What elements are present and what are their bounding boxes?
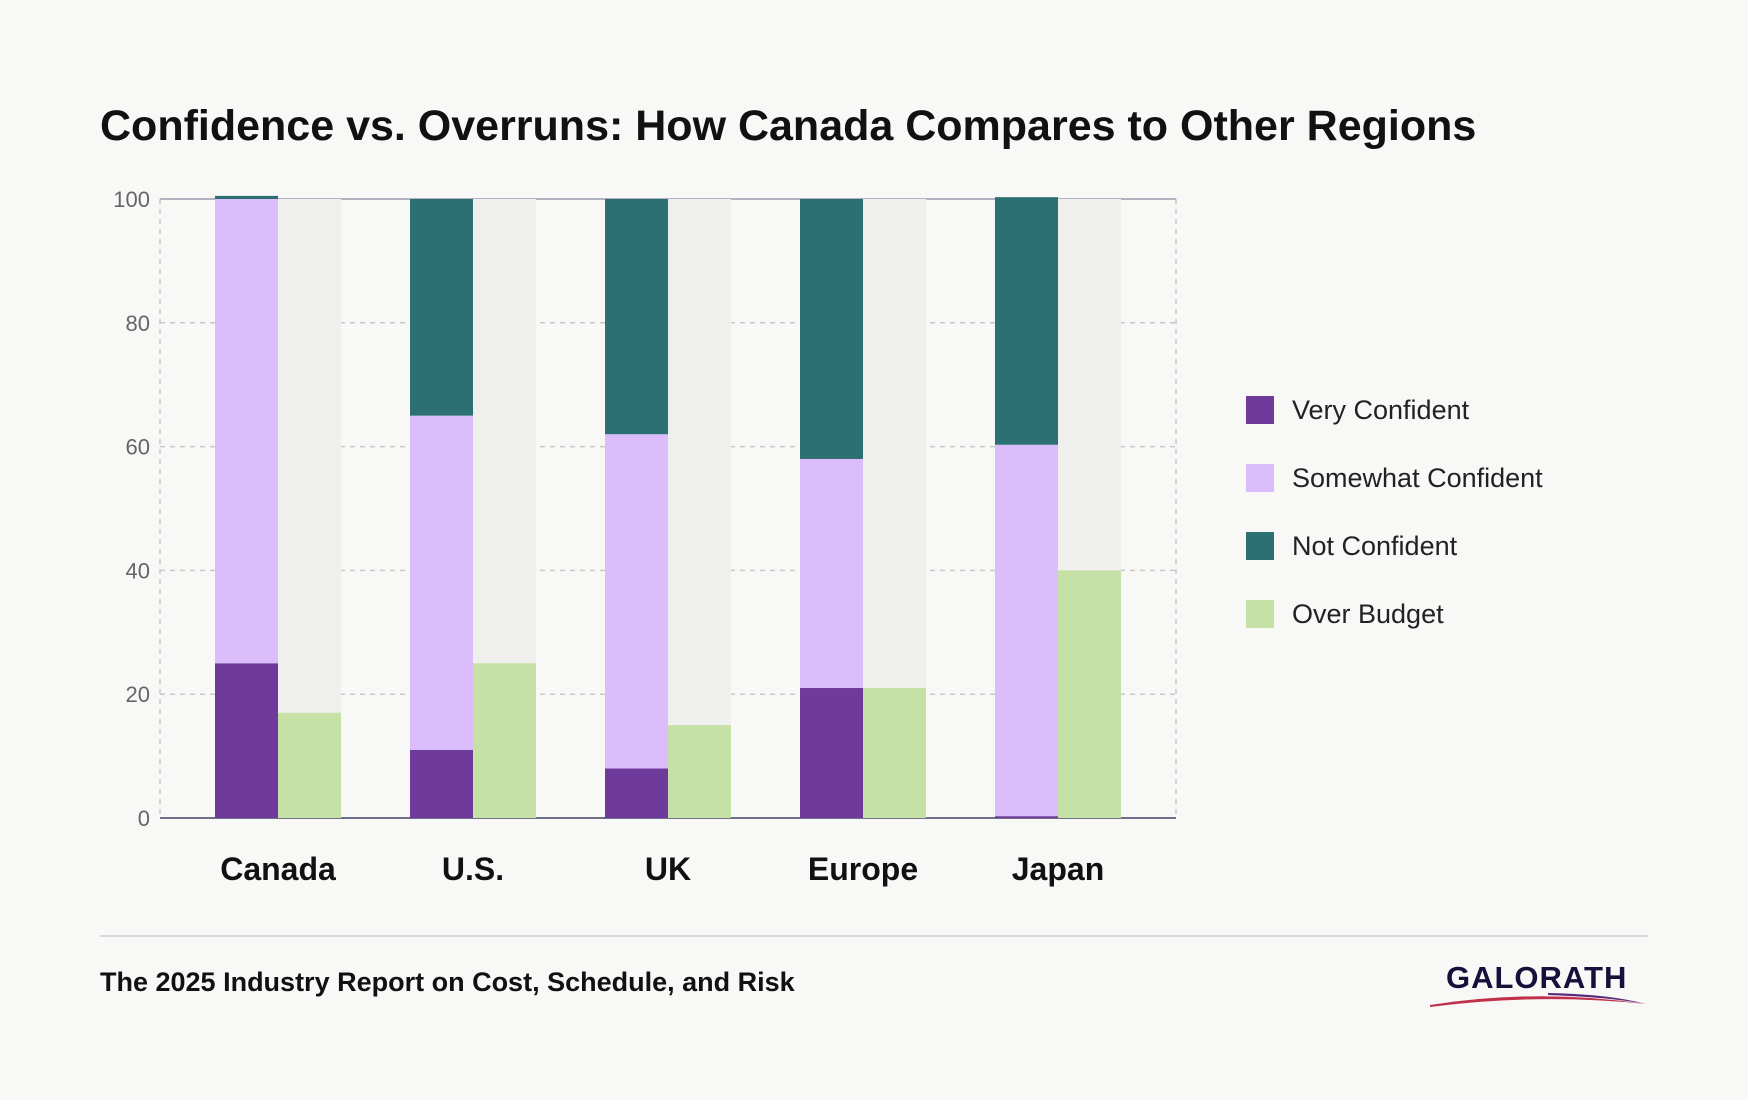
- bar-not-confident: [410, 199, 473, 416]
- bar-very-confident: [410, 749, 473, 818]
- y-tick-label: 20: [126, 682, 150, 707]
- bar-over-budget: [278, 712, 341, 818]
- legend-label: Over Budget: [1292, 598, 1444, 629]
- y-tick-label: 100: [113, 187, 150, 212]
- legend-swatch: [1246, 396, 1274, 424]
- bar-very-confident: [995, 816, 1058, 818]
- footer-text: The 2025 Industry Report on Cost, Schedu…: [100, 967, 795, 997]
- bar-background: [668, 199, 731, 818]
- legend-item-not-confident: Not Confident: [1246, 526, 1543, 566]
- bar-very-confident: [605, 768, 668, 818]
- bar-somewhat-confident: [995, 444, 1058, 817]
- y-tick-label: 40: [126, 558, 150, 583]
- bar-very-confident: [215, 663, 278, 818]
- galorath-logo: GALORATH: [1428, 960, 1648, 1020]
- legend-item-very-confident: Very Confident: [1246, 390, 1543, 430]
- legend-item-somewhat-confident: Somewhat Confident: [1246, 458, 1543, 498]
- x-category-label: Canada: [220, 851, 336, 887]
- bar-over-budget: [668, 725, 731, 818]
- legend-swatch: [1246, 532, 1274, 560]
- bars: [215, 195, 1121, 818]
- y-axis-ticks: 0 20 40 60 80 100: [113, 187, 150, 831]
- legend-swatch: [1246, 600, 1274, 628]
- bar-not-confident: [800, 199, 863, 459]
- y-tick-label: 60: [126, 435, 150, 460]
- y-tick-label: 0: [138, 806, 150, 831]
- bar-not-confident: [605, 199, 668, 435]
- chart-title: Confidence vs. Overruns: How Canada Comp…: [100, 102, 1477, 150]
- x-category-label: Europe: [808, 851, 918, 887]
- logo-swoosh-icon: [1430, 993, 1646, 1007]
- legend-item-over-budget: Over Budget: [1246, 594, 1543, 634]
- legend-label: Very Confident: [1292, 394, 1470, 425]
- legend-label: Not Confident: [1292, 530, 1458, 561]
- bar-over-budget: [473, 663, 536, 818]
- x-category-label: UK: [645, 851, 691, 887]
- bar-very-confident: [800, 688, 863, 818]
- bar-somewhat-confident: [215, 199, 278, 664]
- x-category-label: Japan: [1012, 851, 1104, 887]
- stacked-bar-chart: 0 20 40 60 80 100 Canada U.S. UK Europe Japan: [113, 187, 1177, 887]
- bar-over-budget: [1058, 570, 1121, 818]
- legend-swatch: [1246, 464, 1274, 492]
- x-axis-categories: Canada U.S. UK Europe Japan: [220, 851, 1104, 887]
- y-tick-label: 80: [126, 311, 150, 336]
- x-category-label: U.S.: [442, 851, 504, 887]
- legend-label: Somewhat Confident: [1292, 462, 1543, 493]
- bar-somewhat-confident: [410, 415, 473, 750]
- bar-not-confident: [215, 195, 278, 199]
- footer-divider: [100, 935, 1648, 937]
- logo-text: GALORATH: [1446, 960, 1628, 995]
- legend: Very Confident Somewhat Confident Not Co…: [1246, 390, 1543, 662]
- bar-somewhat-confident: [800, 458, 863, 689]
- bar-somewhat-confident: [605, 434, 668, 769]
- bar-not-confident: [995, 197, 1058, 445]
- bar-over-budget: [863, 688, 926, 818]
